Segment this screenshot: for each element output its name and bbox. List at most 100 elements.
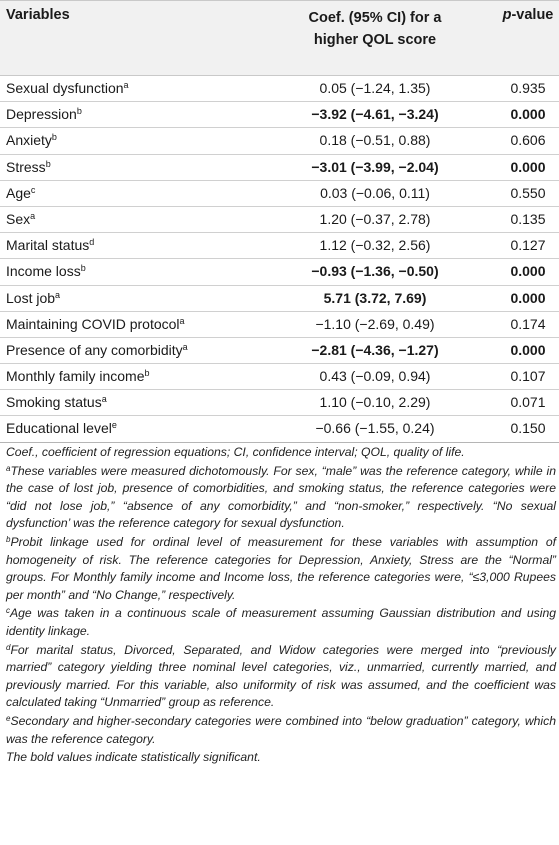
variable-cell: Marital statusd xyxy=(6,237,94,253)
variable-name: Marital status xyxy=(6,237,90,254)
footnote-b-marker: b xyxy=(6,534,11,544)
coefficient-cell: 0.43 (−0.09, 0.94) xyxy=(319,368,431,385)
table-row: Lost joba 5.71 (3.72, 7.69) 0.000 xyxy=(0,286,559,312)
table-row: Presence of any comorbiditya −2.81 (−4.36… xyxy=(0,338,559,365)
variable-name: Stress xyxy=(6,158,46,175)
header-coef-line2: higher QOL score xyxy=(313,32,437,48)
footnote-c-marker: c xyxy=(6,606,10,616)
pvalue-cell: 0.071 xyxy=(510,394,546,411)
coefficient-cell: −3.01 (−3.99, −2.04) xyxy=(311,158,439,175)
table-row: Marital statusd 1.12 (−0.32, 2.56) 0.127 xyxy=(0,233,559,260)
footnote-d-marker: d xyxy=(6,642,11,652)
pvalue-cell: 0.174 xyxy=(510,315,546,332)
coefficient-cell: 1.12 (−0.32, 2.56) xyxy=(319,237,431,254)
footnote-e: eSecondary and higher-secondary categori… xyxy=(6,713,556,748)
table-row: Monthly family incomeb 0.43 (−0.09, 0.94)… xyxy=(0,364,559,391)
variable-footnote-marker: a xyxy=(101,394,107,405)
table-row: Sexa 1.20 (−0.37, 2.78) 0.135 xyxy=(0,207,559,234)
pvalue-cell: 0.000 xyxy=(510,158,546,175)
variable-name: Smoking status xyxy=(6,394,102,411)
header-p-rest: -value xyxy=(511,7,554,23)
footnote-a: aThese variables were measured dichotomo… xyxy=(6,463,556,533)
pvalue-cell: 0.935 xyxy=(510,80,546,96)
footnote-d-text: For marital status, Divorced, Separated,… xyxy=(6,642,556,710)
footnote-b-text: Probit linkage used for ordinal level of… xyxy=(6,534,556,602)
coefficient-cell: −0.93 (−1.36, −0.50) xyxy=(311,263,439,280)
table-row: Educational levele −0.66 (−1.55, 0.24) 0.1… xyxy=(0,416,559,443)
footnote-e-marker: e xyxy=(6,713,11,723)
table-row: Smoking statusa 1.10 (−0.10, 2.29) 0.071 xyxy=(0,390,559,417)
pvalue-cell: 0.000 xyxy=(510,263,546,280)
variable-cell: Depressionb xyxy=(6,106,82,122)
coefficient-cell: −0.66 (−1.55, 0.24) xyxy=(315,420,435,437)
variable-footnote-marker: a xyxy=(55,289,61,300)
variable-cell: Presence of any comorbiditya xyxy=(6,342,188,358)
footnote-e-text: Secondary and higher-secondary categorie… xyxy=(6,713,556,746)
table-header: Variables Coef. (95% CI) for a higher QO… xyxy=(0,0,559,76)
variable-name: Income loss xyxy=(6,263,81,280)
variable-footnote-marker: a xyxy=(123,80,129,90)
variable-footnote-marker: b xyxy=(80,263,86,274)
variable-cell: Sexual dysfunctiona xyxy=(6,80,129,96)
variable-cell: Maintaining COVID protocola xyxy=(6,316,185,332)
coefficient-cell: 0.05 (−1.24, 1.35) xyxy=(319,80,431,96)
variable-name: Presence of any comorbidity xyxy=(6,341,183,358)
footnote-c-text: Age was taken in a continuous scale of m… xyxy=(6,606,556,638)
footnote-a-marker: a xyxy=(6,463,11,473)
variable-footnote-marker: b xyxy=(76,106,82,117)
header-coef-line1: Coef. (95% CI) for a xyxy=(308,10,442,26)
footnote-d: dFor marital status, Divorced, Separated… xyxy=(6,642,556,712)
variable-name: Anxiety xyxy=(6,132,52,149)
footnote-abbreviations: Coef., coefficient of regression equatio… xyxy=(6,445,465,459)
variable-footnote-marker: c xyxy=(30,184,36,195)
pvalue-cell: 0.000 xyxy=(510,341,546,358)
pvalue-cell: 0.107 xyxy=(510,368,546,385)
variable-name: Depression xyxy=(6,106,77,123)
variable-cell: Educational levele xyxy=(6,420,117,436)
coefficient-cell: −2.81 (−4.36, −1.27) xyxy=(311,341,439,358)
table-row: Stressb −3.01 (−3.99, −2.04) 0.000 xyxy=(0,155,559,181)
variable-name: Sex xyxy=(6,210,31,227)
table-footnotes: Coef., coefficient of regression equatio… xyxy=(6,444,556,767)
table-row: Depressionb −3.92 (−4.61, −3.24) 0.000 xyxy=(0,102,559,129)
variable-cell: Agec xyxy=(6,185,35,201)
variable-footnote-marker: b xyxy=(45,158,51,169)
table-row: Sexual dysfunctiona 0.05 (−1.24, 1.35) 0.9… xyxy=(0,76,559,103)
coefficient-cell: −1.10 (−2.69, 0.49) xyxy=(315,315,435,332)
variable-name: Maintaining COVID protocol xyxy=(6,315,180,332)
footnote-b: bProbit linkage used for ordinal level o… xyxy=(6,534,556,604)
variable-footnote-marker: a xyxy=(179,315,185,326)
table-body: Sexual dysfunctiona 0.05 (−1.24, 1.35) 0.9… xyxy=(0,76,559,443)
variable-name: Lost job xyxy=(6,289,56,306)
variable-footnote-marker: d xyxy=(89,237,95,248)
coefficient-cell: 5.71 (3.72, 7.69) xyxy=(323,289,427,306)
header-pvalue: p-value xyxy=(500,7,556,23)
variable-cell: Monthly family incomeb xyxy=(6,368,150,384)
variable-footnote-marker: a xyxy=(182,341,188,352)
variable-name: Sexual dysfunction xyxy=(6,80,124,96)
variable-footnote-marker: e xyxy=(111,420,117,431)
variable-cell: Lost joba xyxy=(6,290,60,306)
footnote-a-text: These variables were measured dichotomou… xyxy=(6,463,556,531)
variable-footnote-marker: b xyxy=(144,368,150,379)
table-row: Income lossb −0.93 (−1.36, −0.50) 0.000 xyxy=(0,259,559,286)
variable-name: Monthly family income xyxy=(6,368,145,385)
variable-cell: Income lossb xyxy=(6,263,86,279)
table-row: Agec 0.03 (−0.06, 0.11) 0.550 xyxy=(0,181,559,207)
table-row: Maintaining COVID protocola −1.10 (−2.69,… xyxy=(0,312,559,338)
pvalue-cell: 0.127 xyxy=(510,237,546,254)
coefficient-cell: −3.92 (−4.61, −3.24) xyxy=(311,106,439,123)
variable-cell: Anxietyb xyxy=(6,132,57,148)
footnote-c: cAge was taken in a continuous scale of … xyxy=(6,605,556,640)
variable-cell: Smoking statusa xyxy=(6,394,107,410)
pvalue-cell: 0.606 xyxy=(510,132,546,149)
header-variables: Variables xyxy=(6,7,70,23)
pvalue-cell: 0.000 xyxy=(510,106,546,123)
coefficient-cell: 1.20 (−0.37, 2.78) xyxy=(319,210,431,227)
pvalue-cell: 0.150 xyxy=(510,420,546,437)
coefficient-cell: 1.10 (−0.10, 2.29) xyxy=(319,394,431,411)
variable-cell: Sexa xyxy=(6,211,35,227)
variable-cell: Stressb xyxy=(6,159,51,175)
variable-footnote-marker: a xyxy=(30,210,36,221)
